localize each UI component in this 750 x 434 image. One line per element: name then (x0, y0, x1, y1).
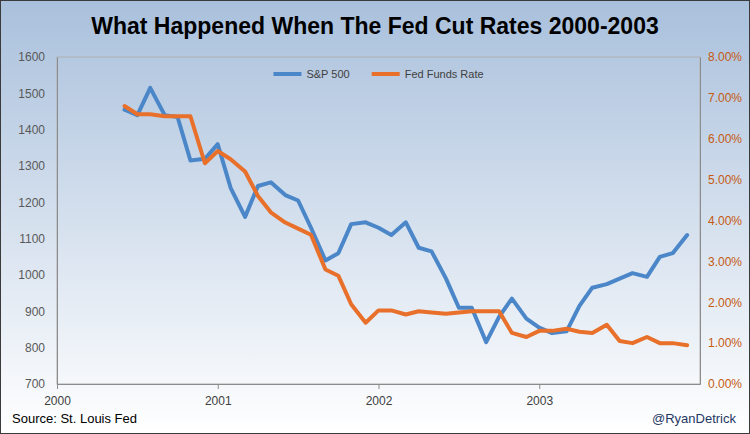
tick-label: 1400 (18, 123, 45, 137)
tick: 1200 (18, 196, 57, 210)
tick-label: 900 (25, 305, 45, 319)
tick-label: 8.00% (708, 50, 742, 64)
tick-mark (57, 384, 58, 389)
legend-swatch (372, 72, 400, 76)
tick: 3.00% (700, 255, 742, 269)
tick: 4.00% (700, 214, 742, 228)
tick-label: 4.00% (708, 214, 742, 228)
tick-label: 1500 (18, 87, 45, 101)
y-axis: 700 800 900 1000 1100 1200 1300 1400 1500 1600 (18, 50, 57, 391)
tick-label: 1.00% (708, 336, 742, 350)
tick-mark (218, 384, 219, 389)
plot-frame (57, 57, 700, 384)
legend-item: Fed Funds Rate (372, 68, 484, 80)
title: What Happened When The Fed Cut Rates 200… (91, 13, 658, 39)
line (125, 106, 688, 345)
tick: 1500 (18, 87, 57, 101)
tick: 8.00% (700, 50, 742, 64)
tick-label: 1200 (18, 196, 45, 210)
tick: 700 (25, 377, 57, 391)
legend-swatch (273, 72, 301, 76)
tick-label: 0.00% (708, 377, 742, 391)
tick-label: 2001 (205, 394, 232, 408)
tick-label: 1600 (18, 50, 45, 64)
tick: 1300 (18, 159, 57, 173)
tick: 2001 (205, 384, 232, 408)
legend-label: Fed Funds Rate (405, 68, 484, 80)
tick: 1000 (18, 268, 57, 282)
tick: 2003 (526, 384, 553, 408)
tick: 1600 (18, 50, 57, 64)
tick: 2000 (44, 384, 71, 408)
tick-label: 1100 (19, 232, 45, 246)
axis-line (700, 58, 701, 385)
tick: 5.00% (700, 173, 742, 187)
tick-label: 7.00% (708, 91, 742, 105)
tick-label: 3.00% (708, 255, 742, 269)
tick: 800 (25, 341, 57, 355)
credit: @RyanDetrick (652, 411, 736, 426)
tick-label: 1300 (18, 159, 45, 173)
tick-label: 6.00% (708, 132, 742, 146)
tick: 0.00% (700, 377, 742, 391)
plot: 2000 2001 2002 2003 700 800 900 1000 1100 1200 130… (18, 50, 742, 408)
legend-item: S&P 500 (273, 68, 349, 80)
line (125, 88, 688, 342)
axis-line (57, 58, 58, 385)
source: Source: St. Louis Fed (12, 411, 137, 426)
legend-label: S&P 500 (306, 68, 349, 80)
tick-label: 2003 (526, 394, 553, 408)
tick: 1100 (19, 232, 57, 246)
tick-label: 800 (25, 341, 45, 355)
tick-label: 2.00% (708, 296, 742, 310)
tick: 6.00% (700, 132, 742, 146)
background (1, 1, 750, 434)
legend: S&P 500 Fed Funds Rate (273, 68, 483, 80)
tick: 7.00% (700, 91, 742, 105)
tick-label: 2002 (366, 394, 393, 408)
y2-axis: 0.00% 1.00% 2.00% 3.00% 4.00% 5.00% 6.00% 7.00%… (700, 50, 742, 391)
tick-label: 2000 (44, 394, 71, 408)
tick: 1.00% (700, 336, 742, 350)
tick: 2.00% (700, 296, 742, 310)
tick-mark (379, 384, 380, 389)
tick-label: 5.00% (708, 173, 742, 187)
tick: 2002 (366, 384, 393, 408)
x-axis: 2000 2001 2002 2003 (44, 384, 700, 408)
tick: 900 (25, 305, 57, 319)
tick-label: 1000 (18, 268, 45, 282)
tick-mark (539, 384, 540, 389)
tick-label: 700 (25, 377, 45, 391)
tick: 1400 (18, 123, 57, 137)
chart: What Happened When The Fed Cut Rates 200… (0, 0, 750, 434)
series-group (125, 88, 688, 345)
